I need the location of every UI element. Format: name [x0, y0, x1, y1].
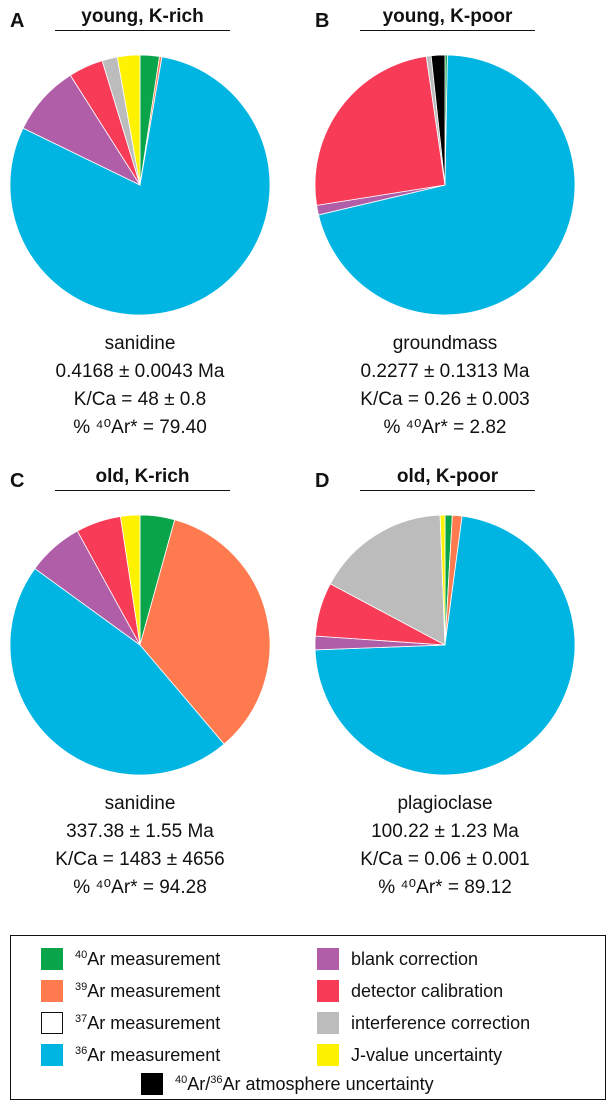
- legend-swatch-detector: [317, 980, 339, 1002]
- mineral-label-d: plagioclase: [397, 793, 493, 814]
- radiogenic-label-d: % ⁴⁰Ar* = 89.12: [378, 877, 512, 898]
- legend-item-39ar: 39Ar measurement: [41, 978, 220, 1004]
- pie-slice-a-jvalue: [116, 54, 141, 186]
- legend-label-atmosphere-a: Ar/: [187, 1073, 211, 1094]
- legend-swatch-39ar: [41, 980, 63, 1002]
- legend-label-40ar: Ar measurement: [87, 948, 221, 969]
- legend-sup-40ar: 40: [75, 948, 88, 961]
- pie-slice-b-atmosphere: [430, 54, 446, 186]
- legend-item-37ar: 37Ar measurement: [41, 1010, 220, 1036]
- pie-slice-d-interference: [329, 514, 446, 646]
- age-label-d: 100.22 ± 1.23 Ma: [371, 821, 519, 842]
- age-label-b: 0.2277 ± 0.1313 Ma: [360, 361, 530, 382]
- mineral-label-a: sanidine: [104, 333, 176, 354]
- stats-d: plagioclase 100.22 ± 1.23 Ma K/Ca = 0.06…: [305, 790, 585, 902]
- stats-b: groundmass 0.2277 ± 0.1313 Ma K/Ca = 0.2…: [305, 330, 585, 442]
- mineral-label-c: sanidine: [104, 793, 176, 814]
- pie-slice-c-36ar: [9, 568, 225, 776]
- legend-swatch-40ar: [41, 948, 63, 970]
- legend-swatch-atmosphere: [141, 1073, 163, 1095]
- pie-slice-a-36ar: [9, 56, 271, 316]
- stats-c: sanidine 337.38 ± 1.55 Ma K/Ca = 1483 ± …: [0, 790, 280, 902]
- legend-sup-atmosphere-40: 40: [175, 1073, 188, 1086]
- legend-item-36ar: 36Ar measurement: [41, 1042, 220, 1068]
- legend-swatch-37ar: [41, 1012, 63, 1034]
- legend-label-blank: blank correction: [351, 948, 479, 969]
- pie-slice-c-jvalue: [120, 514, 141, 646]
- pie-slice-b-36ar: [318, 54, 576, 316]
- age-label-c: 337.38 ± 1.55 Ma: [66, 821, 214, 842]
- legend-sup-atmosphere-36: 36: [210, 1073, 223, 1086]
- legend-sup-36ar: 36: [75, 1044, 88, 1057]
- panel-title-d: old, K-poor: [360, 466, 535, 491]
- pie-panel-a: A young, K-rich sanidine 0.4168 ± 0.0043…: [0, 0, 305, 450]
- panel-letter-c: C: [10, 470, 25, 492]
- kca-label-b: K/Ca = 0.26 ± 0.003: [360, 389, 530, 410]
- panel-title-b: young, K-poor: [360, 6, 535, 31]
- age-label-a: 0.4168 ± 0.0043 Ma: [55, 361, 225, 382]
- legend-item-atmosphere: 40Ar/36Ar atmosphere uncertainty: [141, 1071, 434, 1097]
- legend-sup-39ar: 39: [75, 980, 88, 993]
- legend-label-jvalue: J-value uncertainty: [351, 1044, 503, 1065]
- legend-swatch-jvalue: [317, 1044, 339, 1066]
- pie-slice-c-39ar: [139, 519, 271, 745]
- legend-item-detector: detector calibration: [317, 978, 503, 1004]
- kca-label-d: K/Ca = 0.06 ± 0.001: [360, 849, 530, 870]
- panel-letter-b: B: [315, 10, 330, 32]
- pie-slice-b-detector: [314, 55, 446, 206]
- radiogenic-label-c: % ⁴⁰Ar* = 94.28: [73, 877, 207, 898]
- pie-panel-c: C old, K-rich sanidine 337.38 ± 1.55 Ma …: [0, 460, 305, 910]
- legend-label-atmosphere-b: Ar atmosphere uncertainty: [222, 1073, 434, 1094]
- pie-chart-a: [9, 54, 271, 316]
- legend-item-interference: interference correction: [317, 1010, 530, 1036]
- legend-item-blank: blank correction: [317, 946, 478, 972]
- legend-swatch-blank: [317, 948, 339, 970]
- legend-sup-37ar: 37: [75, 1012, 88, 1025]
- legend-item-40ar: 40Ar measurement: [41, 946, 220, 972]
- pie-panel-b: B young, K-poor groundmass 0.2277 ± 0.13…: [305, 0, 610, 450]
- radiogenic-label-a: % ⁴⁰Ar* = 79.40: [73, 417, 207, 438]
- legend-swatch-36ar: [41, 1044, 63, 1066]
- panel-letter-a: A: [10, 10, 25, 32]
- legend: 40Ar measurement 39Ar measurement 37Ar m…: [10, 935, 606, 1100]
- stats-a: sanidine 0.4168 ± 0.0043 Ma K/Ca = 48 ± …: [0, 330, 280, 442]
- kca-label-c: K/Ca = 1483 ± 4656: [55, 849, 225, 870]
- legend-label-37ar: Ar measurement: [87, 1012, 221, 1033]
- legend-label-detector: detector calibration: [351, 980, 504, 1001]
- legend-label-36ar: Ar measurement: [87, 1044, 221, 1065]
- pie-chart-b: [314, 54, 576, 316]
- radiogenic-label-b: % ⁴⁰Ar* = 2.82: [383, 417, 507, 438]
- legend-label-39ar: Ar measurement: [87, 980, 221, 1001]
- kca-label-a: K/Ca = 48 ± 0.8: [73, 389, 207, 410]
- legend-item-jvalue: J-value uncertainty: [317, 1042, 502, 1068]
- pie-chart-c: [9, 514, 271, 776]
- pie-slice-d-jvalue: [439, 514, 446, 646]
- mineral-label-b: groundmass: [392, 333, 498, 354]
- pie-chart-d: [314, 514, 576, 776]
- panel-title-a: young, K-rich: [55, 6, 230, 31]
- legend-label-interference: interference correction: [351, 1012, 531, 1033]
- panel-title-c: old, K-rich: [55, 466, 230, 491]
- pie-slice-d-36ar: [314, 515, 576, 776]
- panel-letter-d: D: [315, 470, 330, 492]
- legend-swatch-interference: [317, 1012, 339, 1034]
- pie-panel-d: D old, K-poor plagioclase 100.22 ± 1.23 …: [305, 460, 610, 910]
